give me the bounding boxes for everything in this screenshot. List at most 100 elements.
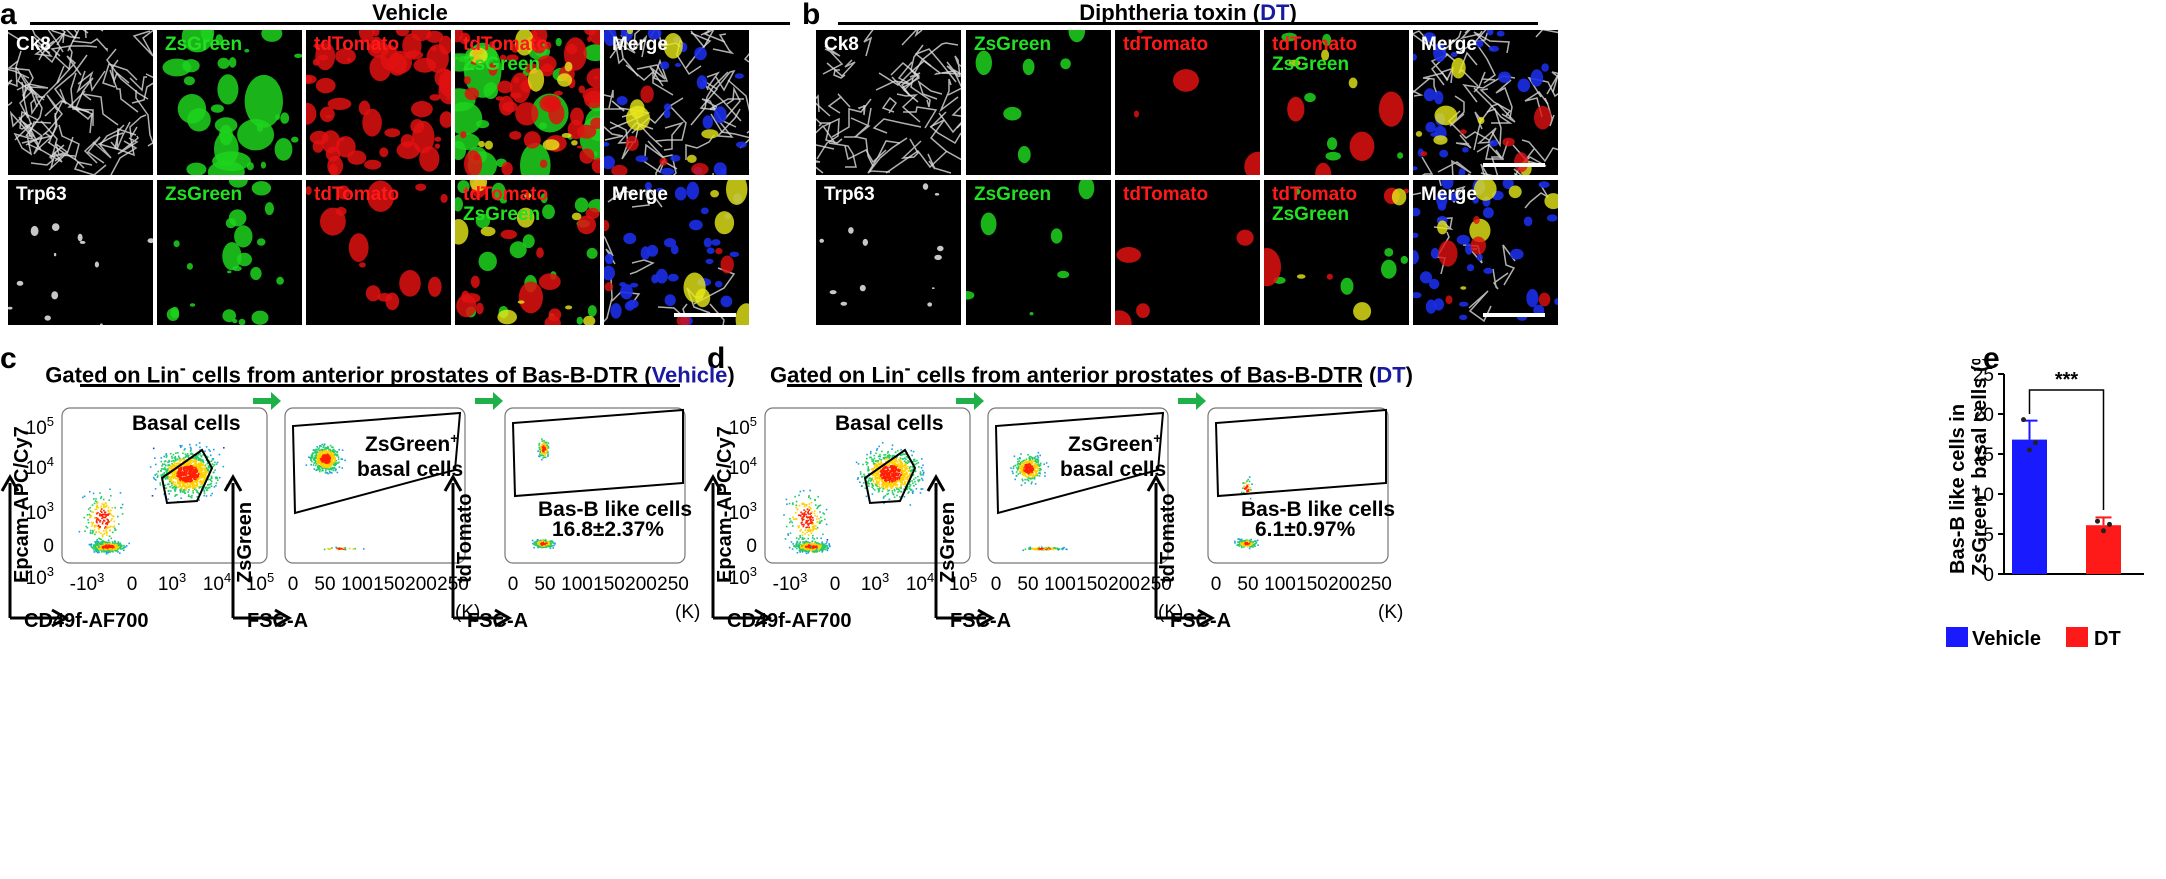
event-dot <box>338 461 340 464</box>
event-dot <box>912 450 915 453</box>
event-dot <box>1022 468 1024 470</box>
event-dot <box>877 470 879 472</box>
event-dot <box>890 461 892 463</box>
event-dot <box>825 542 827 545</box>
event-dot <box>324 452 327 454</box>
event-dot <box>887 479 889 481</box>
event-dot <box>110 525 112 528</box>
event-dot <box>914 470 917 473</box>
event-dot <box>189 469 191 471</box>
event-dot <box>792 502 794 504</box>
event-dot <box>164 464 167 467</box>
event-dot <box>544 446 546 448</box>
event-dot <box>186 480 188 483</box>
event-dot <box>807 519 809 522</box>
event-dot <box>879 474 882 476</box>
event-dot <box>321 467 323 470</box>
event-dot <box>318 454 321 457</box>
event-dot <box>322 450 325 453</box>
event-dot <box>811 530 814 532</box>
event-dot <box>801 519 804 521</box>
event-dot <box>807 548 810 550</box>
event-dot <box>1036 470 1038 472</box>
event-dot <box>91 532 94 535</box>
event-dot <box>337 456 340 458</box>
event-dot <box>174 455 177 458</box>
event-dot <box>898 463 900 465</box>
event-dot <box>186 453 189 455</box>
event-dot <box>900 462 902 464</box>
event-dot <box>194 475 196 478</box>
event-dot <box>155 479 157 481</box>
event-dot <box>879 470 882 473</box>
event-dot <box>203 490 206 493</box>
x-axis-label: CD49f-AF700 <box>727 610 851 632</box>
event-dot <box>179 472 181 475</box>
event-dot <box>198 465 200 467</box>
event-dot <box>1021 461 1023 463</box>
event-dot <box>183 485 185 488</box>
panel-d-title: Gated on Lin- cells from anterior prosta… <box>770 357 1413 388</box>
event-dot <box>337 458 340 460</box>
event-dot <box>1036 458 1039 460</box>
event-dot <box>179 457 181 460</box>
event-dot <box>106 534 108 536</box>
event-dot <box>799 534 801 537</box>
event-dot <box>1037 465 1039 468</box>
scale-bar <box>1483 313 1545 317</box>
event-dot <box>536 539 538 542</box>
event-dot <box>191 467 194 469</box>
event-dot <box>537 545 539 547</box>
event-dot <box>170 466 173 469</box>
event-dot <box>809 513 811 515</box>
event-dot <box>329 458 331 461</box>
event-dot <box>319 461 322 463</box>
event-dot <box>94 541 96 543</box>
event-dot <box>194 484 196 487</box>
event-dot <box>547 447 550 449</box>
event-dot <box>321 465 323 468</box>
event-dot <box>213 464 216 466</box>
event-dot <box>537 542 539 544</box>
micrograph-image <box>455 30 600 175</box>
event-dot <box>553 544 555 547</box>
event-dot <box>552 541 554 544</box>
event-dot <box>331 472 333 474</box>
event-dot <box>899 467 902 469</box>
event-dot <box>88 513 91 516</box>
event-dot <box>1022 460 1024 462</box>
event-dot <box>799 490 802 493</box>
event-dot <box>540 542 543 544</box>
panel-b-title: Diphtheria toxin (DT) <box>1079 0 1297 25</box>
event-dot <box>362 548 365 550</box>
event-dot <box>915 483 917 485</box>
x-axis-label: FSC-A <box>247 610 308 632</box>
event-dot <box>326 455 328 457</box>
event-dot <box>187 484 190 487</box>
event-dot <box>179 476 181 479</box>
event-dot <box>1022 464 1024 467</box>
b-tile-r2-c3: tdTomato <box>1115 180 1260 325</box>
event-dot <box>870 456 872 459</box>
event-dot <box>892 478 895 481</box>
event-dot <box>190 447 192 450</box>
event-dot <box>198 463 201 466</box>
event-dot <box>104 544 107 547</box>
event-dot <box>327 464 330 467</box>
event-dot <box>888 483 890 486</box>
event-dot <box>196 466 198 468</box>
event-dot <box>108 541 111 544</box>
event-dot <box>807 543 810 545</box>
event-dot <box>809 530 811 533</box>
event-dot <box>211 492 213 495</box>
event-dot <box>874 460 877 462</box>
event-dot <box>152 476 155 479</box>
event-dot <box>182 483 185 485</box>
event-dot <box>886 452 889 454</box>
event-dot <box>334 454 336 456</box>
event-dot <box>94 533 96 536</box>
event-dot <box>321 449 324 451</box>
event-dot <box>173 473 176 476</box>
event-dot <box>812 534 814 537</box>
event-dot <box>312 452 315 454</box>
